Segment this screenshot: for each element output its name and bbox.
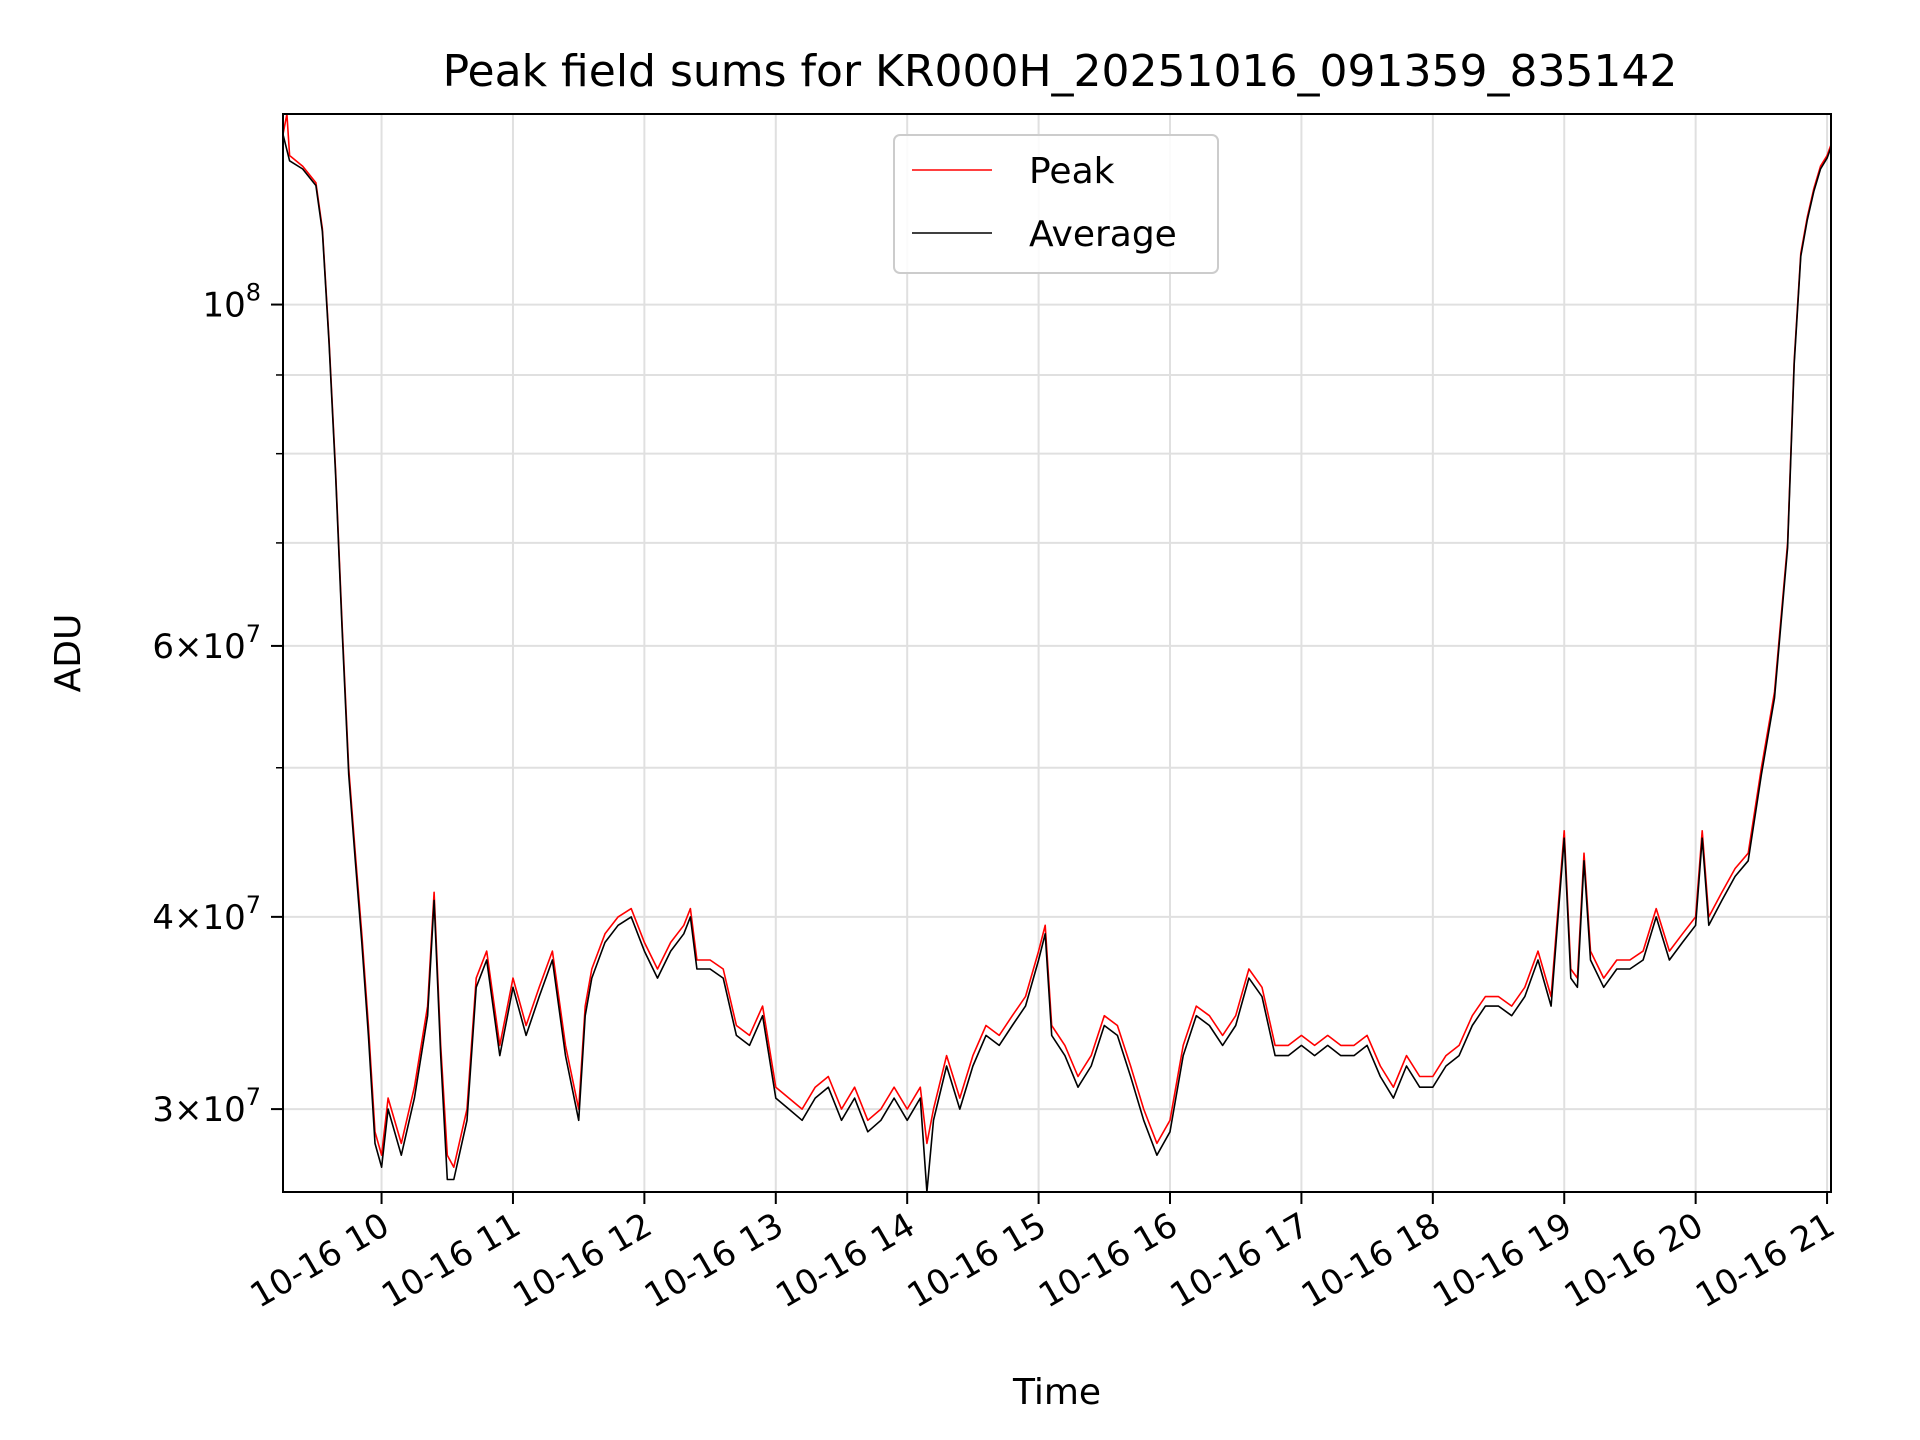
chart-title: Peak field sums for KR000H_20251016_0913…	[443, 46, 1678, 97]
plot-frame	[282, 113, 1832, 1193]
legend: Peak Average	[893, 134, 1219, 274]
y-tick-label: 4×107	[152, 891, 261, 938]
y-axis: 108 6×107 4×107 3×107	[152, 279, 283, 1130]
gridlines	[283, 114, 1831, 1192]
series-group	[282, 113, 1832, 1193]
y-tick-label: 3×107	[152, 1083, 261, 1130]
legend-label-average: Average	[1029, 214, 1177, 255]
y-tick-label: 6×107	[152, 620, 261, 667]
x-axis-label: Time	[1012, 1372, 1101, 1413]
series-line-average	[282, 134, 1832, 1193]
y-tick-label: 108	[202, 279, 261, 326]
legend-label-peak: Peak	[1029, 151, 1115, 192]
y-axis-label: ADU	[48, 614, 89, 693]
